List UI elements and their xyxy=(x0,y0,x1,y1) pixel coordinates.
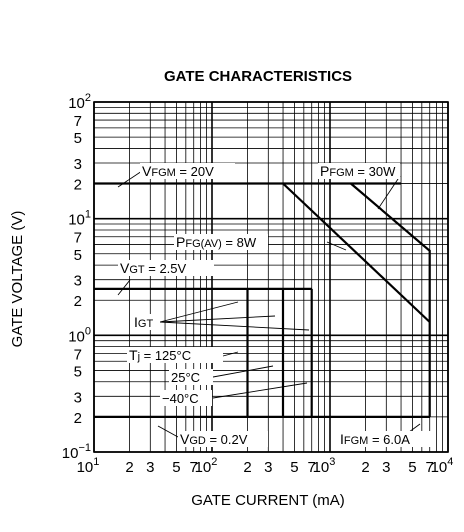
annotation-text: PFGM = 30W xyxy=(320,163,396,179)
annotation-bg xyxy=(318,163,400,179)
y-tick-label: 2 xyxy=(74,293,82,310)
annotation-bg xyxy=(132,314,160,330)
annotation-pfgav: PFG(AV) = 8W xyxy=(174,234,268,250)
annotation-bg xyxy=(160,390,212,406)
igt-leader-a xyxy=(159,315,276,323)
igt-leader-c xyxy=(159,301,239,323)
y-tick-label: 102 xyxy=(68,92,91,112)
y-tick-label: 7 xyxy=(74,113,82,130)
annotation-bg xyxy=(338,431,434,447)
x-tick-label: 2 xyxy=(125,459,133,476)
tm25-leader xyxy=(212,365,274,378)
annotation-vgt: VGT = 2.5V xyxy=(118,260,214,276)
vgd-leader xyxy=(157,425,179,438)
tm40-leader xyxy=(212,382,308,399)
annotation-leaders xyxy=(117,170,421,438)
pfgav-leader xyxy=(326,241,347,251)
x-tick-label: 2 xyxy=(243,459,251,476)
annotation-bg xyxy=(174,234,268,250)
vfgm-leader xyxy=(117,170,143,188)
x-tick-label: 3 xyxy=(146,459,154,476)
y-tick-label: 5 xyxy=(74,247,82,264)
y-tick-label: 101 xyxy=(68,209,91,229)
series-line-2 xyxy=(282,182,431,323)
annotation-text: VFGM = 20V xyxy=(142,163,214,179)
series-line-1 xyxy=(350,182,431,417)
plot-grid xyxy=(93,101,449,453)
characteristic-curves xyxy=(94,182,431,418)
igt-leader-b xyxy=(159,321,310,331)
annotation-text: −40°C xyxy=(162,391,199,406)
x-tick-label: 101 xyxy=(77,456,100,476)
x-tick-label: 5 xyxy=(408,459,416,476)
vgt-leader xyxy=(117,279,131,296)
annotation-bg xyxy=(118,260,214,276)
annotation-ifgm: IFGM = 6.0A xyxy=(338,431,434,447)
annotation-vgd: VGD = 0.2V xyxy=(178,431,268,447)
x-tick-label: 7 xyxy=(426,459,434,476)
annotation-bg xyxy=(178,431,268,447)
annotation-text: 25°C xyxy=(171,370,200,385)
y-tick-label: 5 xyxy=(74,130,82,147)
y-tick-label: 3 xyxy=(74,273,82,290)
annotation-tj125: Tj = 125°C xyxy=(127,347,223,363)
annotation-bg xyxy=(127,347,223,363)
x-tick-label: 3 xyxy=(382,459,390,476)
x-tick-label: 7 xyxy=(190,459,198,476)
y-tick-label: 5 xyxy=(74,363,82,380)
y-tick-label: 2 xyxy=(74,177,82,194)
annotation-bg xyxy=(169,369,213,385)
annotation-text: VGD = 0.2V xyxy=(180,431,248,447)
y-tick-label: 10−1 xyxy=(62,442,91,462)
annotation-text: VGT = 2.5V xyxy=(120,260,187,276)
annotation-text: Tj = 125°C xyxy=(129,347,191,363)
y-tick-label: 3 xyxy=(74,389,82,406)
annotation-tm40: −40°C xyxy=(160,390,212,406)
annotation-igt: IGT xyxy=(132,314,160,330)
annotation-text: IGT xyxy=(134,314,153,330)
annotation-pfgm: PFGM = 30W xyxy=(318,163,400,179)
annotation-text: IFGM = 6.0A xyxy=(340,431,410,447)
x-tick-label: 7 xyxy=(308,459,316,476)
y-tick-label: 2 xyxy=(74,410,82,427)
x-tick-label: 103 xyxy=(313,456,336,476)
annotation-vfgm: VFGM = 20V xyxy=(140,163,235,179)
x-tick-label: 5 xyxy=(290,459,298,476)
curve-annotations: VFGM = 20V PFGM = 30W PFG(AV) = 8W VGT = 2.… xyxy=(118,163,434,447)
pfgm-leader xyxy=(377,175,401,210)
x-axis-label: GATE CURRENT (mA) xyxy=(191,492,345,509)
y-axis-label: GATE VOLTAGE (V) xyxy=(9,211,26,348)
annotation-bg xyxy=(140,163,235,179)
y-tick-label: 7 xyxy=(74,230,82,247)
tj125-leader xyxy=(222,351,239,357)
x-tick-label: 5 xyxy=(172,459,180,476)
y-tick-label: 3 xyxy=(74,156,82,173)
x-tick-label: 104 xyxy=(431,456,454,476)
annotation-t25: 25°C xyxy=(169,369,213,385)
x-tick-label: 102 xyxy=(195,456,218,476)
annotation-text: PFG(AV) = 8W xyxy=(176,234,257,250)
x-tick-label: 2 xyxy=(361,459,369,476)
chart-title: GATE CHARACTERISTICS xyxy=(164,68,352,85)
y-tick-label: 100 xyxy=(68,325,91,345)
plot-frame xyxy=(93,101,449,453)
x-tick-label: 3 xyxy=(264,459,272,476)
y-tick-label: 7 xyxy=(74,346,82,363)
